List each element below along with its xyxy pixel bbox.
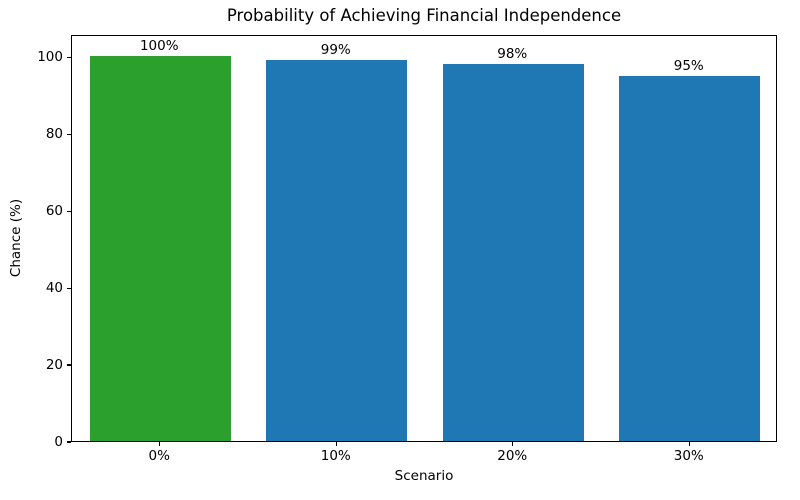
plot-area: [71, 35, 777, 442]
bar-20%: [442, 64, 584, 441]
x-tick-label: 20%: [497, 448, 528, 464]
bar-value-label: 95%: [673, 57, 704, 74]
y-tick-mark: [67, 364, 71, 366]
y-tick-mark: [67, 287, 71, 289]
y-tick-label: 0: [54, 434, 63, 450]
bar-10%: [266, 60, 408, 441]
y-tick-mark: [67, 441, 71, 443]
x-tick-mark: [335, 442, 337, 446]
y-tick-label: 40: [45, 280, 63, 297]
bar-value-label: 99%: [320, 42, 351, 59]
y-tick-mark: [67, 56, 71, 58]
x-tick-label: 10%: [320, 448, 351, 464]
x-axis-label: Scenario: [394, 468, 454, 484]
x-tick-mark: [688, 442, 690, 446]
y-tick-label: 100: [37, 49, 63, 66]
y-tick-label: 80: [45, 126, 63, 143]
bar-0%: [89, 56, 231, 441]
x-tick-label: 0%: [148, 448, 170, 464]
bar-value-label: 100%: [139, 38, 179, 55]
y-tick-mark: [67, 133, 71, 135]
bar-value-label: 98%: [497, 46, 528, 62]
chart-title: Probability of Achieving Financial Indep…: [226, 6, 622, 25]
y-tick-mark: [67, 210, 71, 212]
y-tick-label: 20: [45, 357, 63, 374]
x-tick-mark: [159, 442, 161, 446]
y-tick-label: 60: [45, 203, 63, 220]
bar-30%: [619, 75, 761, 441]
x-tick-mark: [512, 442, 514, 446]
x-tick-label: 30%: [673, 448, 704, 464]
